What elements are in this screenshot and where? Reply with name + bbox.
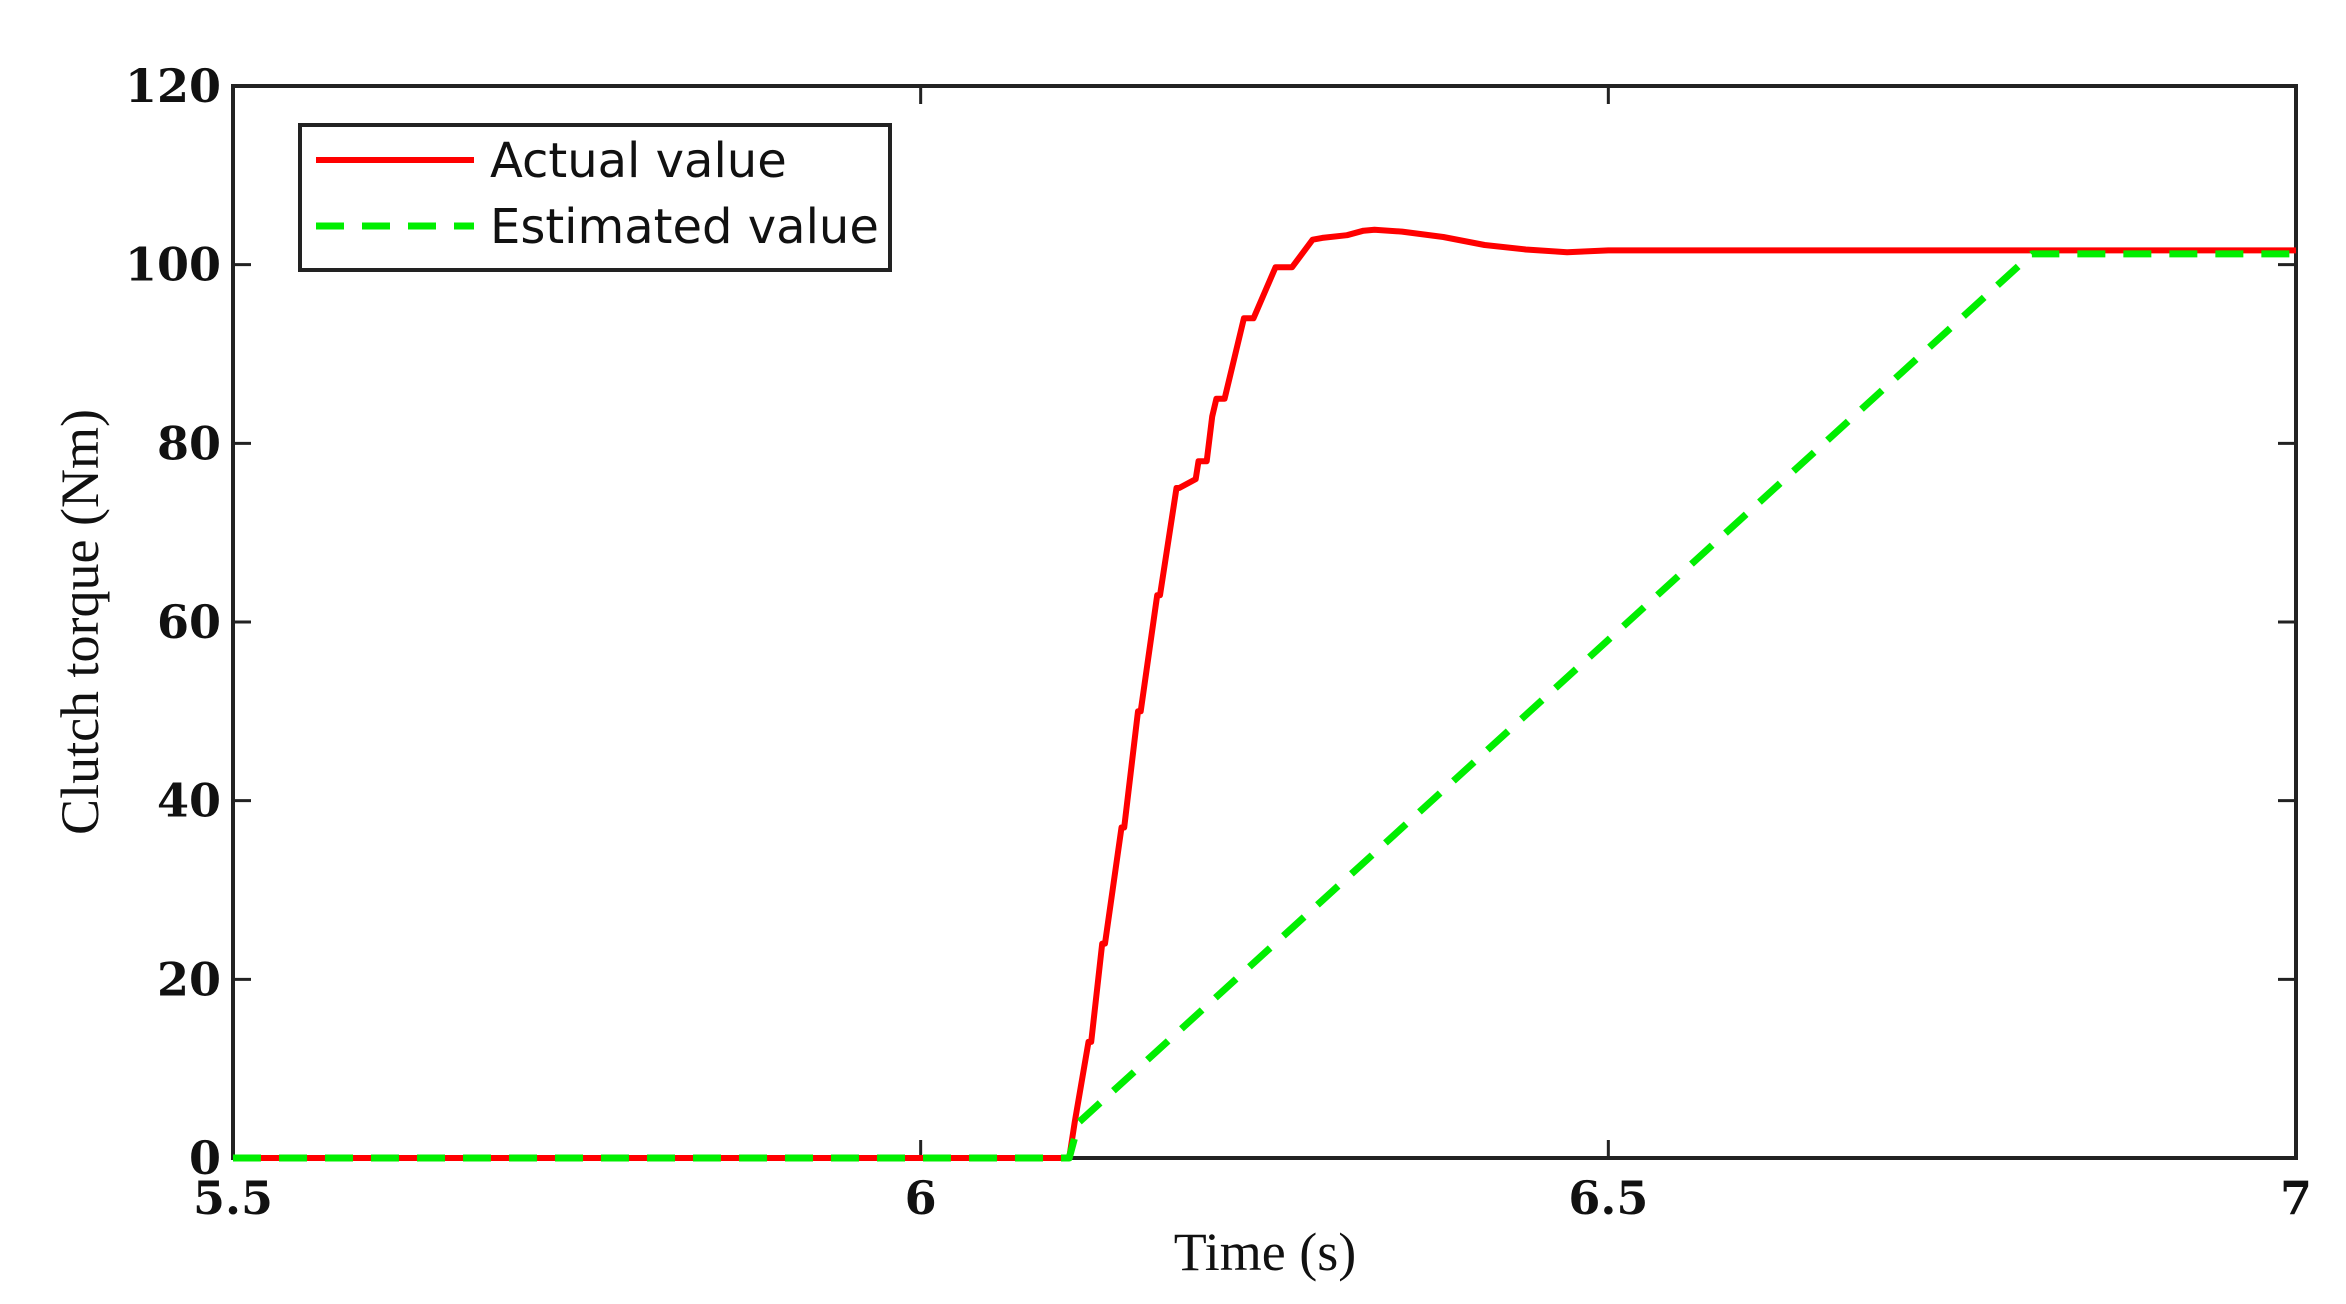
series-line-estimated xyxy=(233,250,2296,1162)
series-layer xyxy=(233,226,2296,1162)
legend-box xyxy=(298,123,892,272)
legend-label-actual: Actual value xyxy=(490,133,787,189)
x-tick-label: 6.5 xyxy=(1568,1171,1648,1225)
x-tick-label: 6 xyxy=(905,1171,937,1225)
tick-labels: 5.5 6 6.5 7 0 20 40 60 80 100 120 xyxy=(125,59,2312,1225)
y-tick-label: 80 xyxy=(157,416,221,470)
legend: Actual value Estimated value xyxy=(298,123,892,272)
y-tick-label: 0 xyxy=(189,1131,221,1185)
y-axis-title: Clutch torque (Nm) xyxy=(50,409,110,835)
x-tick-label: 7 xyxy=(2280,1171,2312,1225)
y-tick-label: 60 xyxy=(157,595,221,649)
legend-label-estimated: Estimated value xyxy=(490,199,879,255)
series-line-actual xyxy=(233,226,2296,1161)
y-tick-label: 100 xyxy=(125,238,221,292)
x-tick-label: 5.5 xyxy=(193,1171,273,1225)
y-tick-label: 40 xyxy=(157,774,221,828)
y-tick-label: 20 xyxy=(157,952,221,1006)
y-tick-label: 120 xyxy=(125,59,221,113)
x-axis-title: Time (s) xyxy=(1174,1222,1357,1282)
